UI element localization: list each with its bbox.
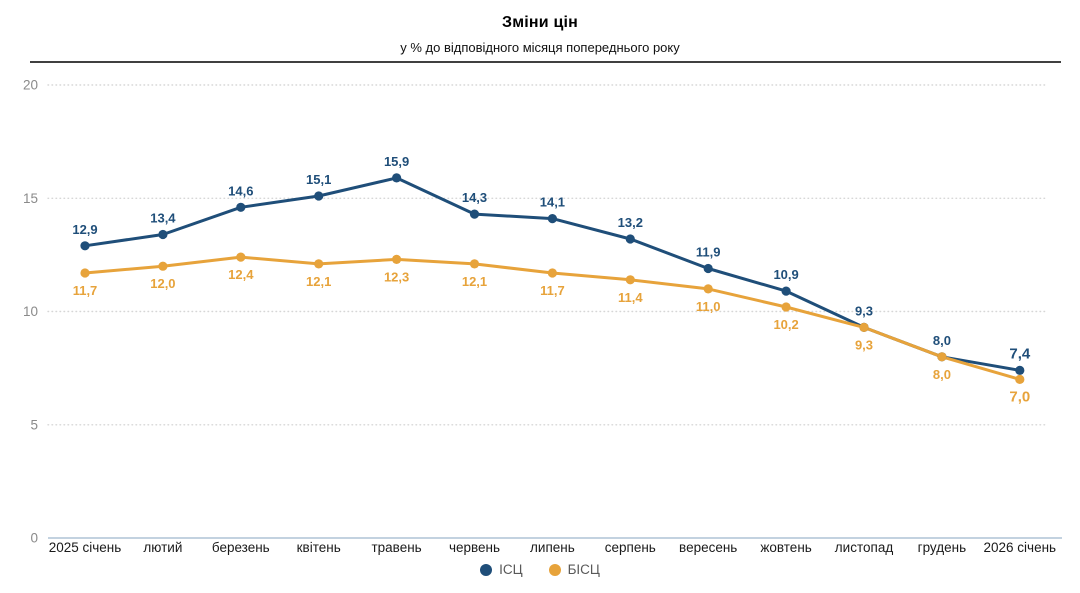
x-tick-label: червень	[449, 540, 500, 555]
data-label-ІСЦ: 8,0	[933, 333, 951, 348]
data-label-ІСЦ: 12,9	[72, 222, 97, 237]
x-tick-label: травень	[371, 540, 421, 555]
data-point-БІСЦ[interactable]	[781, 302, 791, 312]
data-label-ІСЦ: 7,4	[1009, 345, 1031, 362]
chart-title: Зміни цін	[502, 14, 578, 31]
data-label-БІСЦ: 9,3	[855, 337, 873, 352]
data-point-ІСЦ[interactable]	[236, 202, 246, 212]
x-tick-label: листопад	[835, 540, 894, 555]
data-label-ІСЦ: 11,9	[696, 245, 721, 260]
data-point-БІСЦ[interactable]	[625, 275, 635, 285]
data-label-БІСЦ: 7,0	[1009, 388, 1030, 405]
data-label-ІСЦ: 13,4	[150, 211, 176, 226]
data-label-ІСЦ: 15,1	[306, 172, 331, 187]
chart-legend: ІСЦ БІСЦ	[0, 562, 1080, 577]
data-label-БІСЦ: 8,0	[933, 367, 951, 382]
y-tick-label: 5	[30, 417, 38, 432]
x-tick-label: жовтень	[760, 540, 811, 555]
x-tick-label: лютий	[143, 540, 182, 555]
data-point-БІСЦ[interactable]	[314, 259, 324, 269]
x-tick-label: 2026 січень	[984, 540, 1057, 555]
data-label-ІСЦ: 15,9	[384, 154, 409, 169]
data-point-ІСЦ[interactable]	[314, 191, 324, 201]
data-point-ІСЦ[interactable]	[1015, 365, 1025, 375]
x-tick-label: серпень	[605, 540, 656, 555]
x-tick-label: березень	[212, 540, 270, 555]
data-label-ІСЦ: 10,9	[773, 267, 798, 282]
data-point-ІСЦ[interactable]	[158, 229, 168, 240]
data-point-БІСЦ[interactable]	[392, 254, 402, 264]
x-tick-label: грудень	[918, 540, 966, 555]
data-point-ІСЦ[interactable]	[547, 214, 558, 224]
data-label-ІСЦ: 14,6	[228, 183, 253, 198]
data-point-ІСЦ[interactable]	[625, 234, 635, 244]
data-point-БІСЦ[interactable]	[859, 322, 869, 332]
data-label-БІСЦ: 12,1	[306, 274, 331, 289]
data-point-ІСЦ[interactable]	[80, 241, 90, 251]
y-tick-label: 10	[23, 304, 38, 319]
data-label-ІСЦ: 14,1	[540, 195, 565, 210]
data-label-ІСЦ: 13,2	[618, 215, 643, 230]
data-point-ІСЦ[interactable]	[781, 286, 791, 296]
data-label-БІСЦ: 12,0	[150, 276, 175, 291]
legend-item-ІСЦ[interactable]: ІСЦ	[480, 562, 523, 577]
x-tick-label: 2025 січень	[49, 540, 122, 555]
y-tick-label: 0	[30, 531, 38, 546]
legend-dot-icon	[548, 563, 561, 576]
data-point-ІСЦ[interactable]	[469, 209, 480, 219]
data-point-БІСЦ[interactable]	[703, 284, 713, 294]
data-point-БІСЦ[interactable]	[547, 268, 558, 278]
data-label-БІСЦ: 11,4	[618, 290, 643, 305]
data-label-БІСЦ: 12,3	[384, 269, 409, 284]
data-label-БІСЦ: 12,1	[462, 274, 487, 289]
data-point-БІСЦ[interactable]	[80, 268, 90, 278]
data-label-ІСЦ: 14,3	[462, 190, 487, 205]
data-point-БІСЦ[interactable]	[1015, 374, 1025, 384]
data-label-БІСЦ: 11,0	[696, 299, 721, 314]
data-point-БІСЦ[interactable]	[937, 352, 947, 362]
data-label-БІСЦ: 12,4	[228, 267, 254, 282]
data-point-ІСЦ[interactable]	[703, 263, 713, 274]
x-tick-label: липень	[530, 540, 575, 555]
data-point-БІСЦ[interactable]	[158, 261, 168, 271]
data-point-БІСЦ[interactable]	[236, 252, 246, 262]
data-label-БІСЦ: 10,2	[773, 317, 798, 332]
legend-dot-icon	[480, 563, 493, 576]
chart-subtitle: у % до відповідного місяця попереднього …	[400, 40, 680, 55]
data-point-ІСЦ[interactable]	[392, 173, 402, 183]
y-tick-label: 15	[23, 191, 38, 206]
legend-label: ІСЦ	[499, 562, 523, 577]
data-label-ІСЦ: 9,3	[855, 303, 873, 318]
header-divider	[30, 61, 1061, 63]
data-label-БІСЦ: 11,7	[73, 283, 98, 298]
legend-item-БІСЦ[interactable]: БІСЦ	[548, 562, 600, 577]
data-label-БІСЦ: 11,7	[540, 283, 565, 298]
legend-label: БІСЦ	[567, 562, 600, 577]
data-point-БІСЦ[interactable]	[469, 259, 480, 269]
x-tick-label: квітень	[297, 540, 341, 555]
y-tick-label: 20	[23, 78, 38, 93]
x-tick-label: вересень	[679, 540, 737, 555]
